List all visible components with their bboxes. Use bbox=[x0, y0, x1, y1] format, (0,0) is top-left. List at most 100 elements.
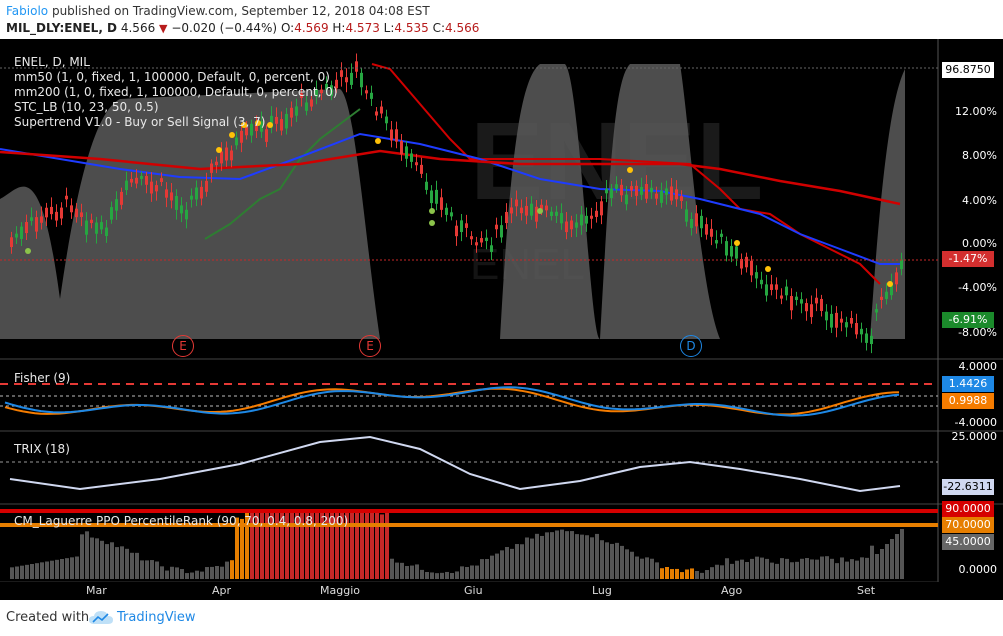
laguerre-bar bbox=[135, 552, 139, 579]
laguerre-bar bbox=[490, 555, 494, 579]
dividend-marker[interactable]: D bbox=[680, 335, 702, 357]
candle-body bbox=[795, 296, 798, 300]
fisher-lines bbox=[4, 386, 900, 417]
fisher-scale-label: -4.0000 bbox=[954, 416, 997, 429]
laguerre-bar bbox=[125, 548, 129, 579]
indicator-stc[interactable]: STC_LB (10, 23, 50, 0.5) bbox=[14, 100, 159, 114]
laguerre-bar bbox=[620, 545, 624, 579]
candle-body bbox=[505, 211, 508, 224]
laguerre-bar bbox=[510, 548, 514, 579]
candle-body bbox=[490, 245, 493, 252]
candle-body bbox=[360, 72, 363, 88]
candle-body bbox=[595, 210, 598, 217]
indicator-mm50[interactable]: mm50 (1, 0, fixed, 1, 100000, Default, 0… bbox=[14, 70, 330, 84]
signal-dot bbox=[734, 240, 740, 246]
laguerre-bar bbox=[710, 567, 714, 579]
laguerre-bar bbox=[55, 559, 59, 579]
laguerre-bar bbox=[705, 570, 709, 579]
laguerre-bar bbox=[650, 558, 654, 579]
candle-body bbox=[810, 304, 813, 318]
stc-area-shape bbox=[0, 64, 905, 339]
laguerre-bar bbox=[780, 558, 784, 579]
laguerre-bar bbox=[765, 558, 769, 579]
candle-body bbox=[895, 272, 898, 285]
candle-body bbox=[690, 218, 693, 229]
laguerre-bar bbox=[550, 532, 554, 579]
signal-dot bbox=[429, 208, 435, 214]
candle-body bbox=[95, 222, 98, 234]
signal-dot bbox=[267, 122, 273, 128]
earnings-marker[interactable]: E bbox=[172, 335, 194, 357]
tradingview-link[interactable]: TradingView bbox=[117, 610, 196, 625]
laguerre-bar bbox=[895, 534, 899, 579]
fisher-pane-title[interactable]: Fisher (9) bbox=[14, 371, 71, 385]
candle-body bbox=[285, 113, 288, 129]
candle-body bbox=[55, 211, 58, 221]
chart-drawing[interactable]: ENEL ENEL bbox=[0, 39, 1003, 582]
laguerre-bar bbox=[695, 571, 699, 579]
chart-canvas[interactable]: ENEL ENEL ENEL, D, MIL mm50 (1, 0, fixed… bbox=[0, 39, 1003, 582]
candle-body bbox=[460, 220, 463, 233]
candle-body bbox=[430, 190, 433, 204]
signal-dot bbox=[25, 248, 31, 254]
trix-pane-title[interactable]: TRIX (18) bbox=[14, 442, 70, 456]
candle-body bbox=[705, 224, 708, 235]
laguerre-bar bbox=[485, 559, 489, 579]
candle-body bbox=[185, 209, 188, 220]
candle-body bbox=[345, 77, 348, 83]
candle-body bbox=[620, 184, 623, 196]
candle-body bbox=[685, 209, 688, 222]
candle-body bbox=[585, 215, 588, 224]
indicator-supertrend[interactable]: Supertrend V1.0 - Buy or Sell Signal (3,… bbox=[14, 115, 266, 129]
laguerre-bar bbox=[450, 572, 454, 579]
supertrend-tag: -6.91% bbox=[942, 312, 994, 328]
indicator-mm200[interactable]: mm200 (1, 0, fixed, 1, 100000, Default, … bbox=[14, 85, 338, 99]
candle-body bbox=[40, 216, 43, 223]
candle-body bbox=[525, 205, 528, 216]
laguerre-bar bbox=[275, 509, 279, 579]
candle-body bbox=[400, 140, 403, 155]
laguerre-bar bbox=[830, 558, 834, 579]
candle-body bbox=[330, 85, 333, 97]
earnings-marker[interactable]: E bbox=[359, 335, 381, 357]
candle-body bbox=[35, 217, 38, 232]
price-scale-top: 96.8750 bbox=[942, 62, 994, 78]
laguerre-bar bbox=[230, 560, 234, 579]
candle-body bbox=[435, 189, 438, 204]
laguerre-bar bbox=[335, 509, 339, 579]
x-label: Giu bbox=[464, 584, 483, 597]
laguerre-bar bbox=[85, 531, 89, 579]
laguerre-histogram bbox=[10, 509, 904, 579]
laguerre-bar bbox=[180, 569, 184, 579]
candle-body bbox=[100, 222, 103, 230]
candle-body bbox=[155, 185, 158, 192]
price-scale-label: -8.00% bbox=[958, 326, 997, 339]
signal-dot bbox=[375, 138, 381, 144]
author-link[interactable]: Fabiolo bbox=[6, 4, 49, 18]
candle-body bbox=[395, 129, 398, 142]
laguerre-bar bbox=[545, 532, 549, 579]
signal-dot bbox=[887, 281, 893, 287]
candle-body bbox=[825, 311, 828, 321]
laguerre-bar bbox=[690, 568, 694, 579]
laguerre-bar bbox=[500, 550, 504, 579]
laguerre-pane-title[interactable]: CM_Laguerre PPO PercentileRank (90, 70, … bbox=[14, 514, 349, 528]
candle-body bbox=[635, 185, 638, 196]
laguerre-bar bbox=[420, 569, 424, 579]
candle-body bbox=[670, 186, 673, 201]
laguerre-bar bbox=[405, 566, 409, 579]
laguerre-bar bbox=[445, 571, 449, 579]
laguerre-bar bbox=[855, 560, 859, 579]
candle-body bbox=[30, 217, 33, 221]
laguerre-bar bbox=[210, 566, 214, 579]
candle-body bbox=[280, 119, 283, 131]
laguerre-bar bbox=[50, 560, 54, 579]
x-label: Apr bbox=[212, 584, 232, 597]
candle-body bbox=[15, 233, 18, 238]
candle-body bbox=[900, 259, 903, 270]
candle-body bbox=[770, 284, 773, 290]
laguerre-bar bbox=[665, 566, 669, 579]
candle-body bbox=[755, 272, 758, 279]
x-label: Ago bbox=[721, 584, 743, 597]
laguerre-bar bbox=[670, 569, 674, 579]
